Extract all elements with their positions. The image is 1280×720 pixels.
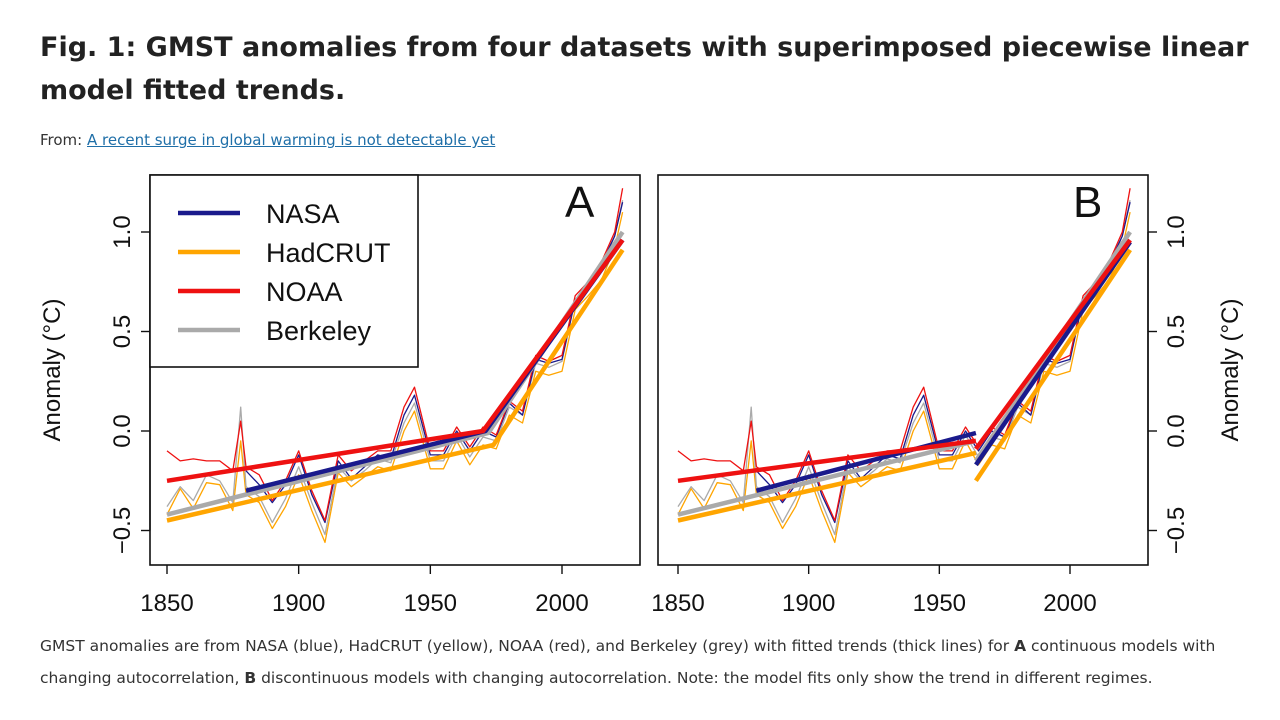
x-tick-label: 1850: [651, 590, 704, 617]
caption-text: discontinuous models with changing autoc…: [256, 669, 1153, 687]
trend-line-noaa: [166, 238, 625, 484]
trend-line-hadcrut: [166, 248, 625, 523]
figure-caption: GMST anomalies are from NASA (blue), Had…: [40, 630, 1240, 694]
y-tick-label: 0.0: [1163, 414, 1190, 447]
y-tick-label: 1.0: [1163, 215, 1190, 248]
y-axis-title: Anomaly (°C): [1217, 299, 1244, 442]
legend-label: NASA: [266, 199, 340, 229]
legend-label: NOAA: [266, 277, 343, 307]
caption-panel-a: A: [1014, 637, 1027, 655]
series-line-hadcrut: [677, 211, 1131, 544]
caption-text: continuous models with changing autocorr…: [40, 637, 1216, 687]
series-line-berkeley: [677, 200, 1131, 536]
caption-text: GMST anomalies are from NASA (blue), Had…: [40, 637, 1015, 655]
x-tick-label: 1900: [782, 590, 835, 617]
x-tick-label: 1850: [140, 590, 193, 617]
source-article-link[interactable]: A recent surge in global warming is not …: [87, 131, 496, 149]
panel-label: B: [1073, 178, 1102, 227]
x-tick-label: 2000: [535, 590, 588, 617]
y-tick-label: 0.5: [109, 315, 136, 348]
legend-item-noaa: NOAA: [178, 277, 343, 307]
trend-line-berkeley: [677, 438, 977, 517]
legend-label: HadCRUT: [266, 238, 391, 268]
y-axis-title: Anomaly (°C): [39, 299, 66, 442]
y-tick-label: −0.5: [109, 507, 136, 554]
panel-label: A: [565, 178, 595, 227]
x-tick-label: 2000: [1043, 590, 1096, 617]
trend-line-noaa: [974, 238, 1132, 451]
source-prefix: From:: [40, 131, 83, 149]
y-tick-label: 0.5: [1163, 315, 1190, 348]
x-tick-label: 1950: [913, 590, 966, 617]
y-tick-label: 0.0: [109, 414, 136, 447]
legend-item-hadcrut: HadCRUT: [178, 238, 391, 268]
figure-source: From: A recent surge in global warming i…: [40, 131, 495, 149]
trend-line-hadcrut: [677, 450, 977, 523]
y-tick-label: 1.0: [109, 215, 136, 248]
x-tick-label: 1950: [404, 590, 457, 617]
panel-b: B 1850 1900 1950 2000 −0.5 0.0 0.5 1.0 Anomaly (°…: [651, 174, 1244, 617]
trend-line-nasa: [755, 430, 977, 493]
legend-item-nasa: NASA: [178, 199, 340, 229]
legend-item-berkeley: Berkeley: [178, 316, 372, 346]
series-line-berkeley: [166, 200, 624, 536]
trend-line-hadcrut: [974, 248, 1132, 483]
trend-line-nasa: [974, 240, 1132, 467]
y-tick-label: −0.5: [1163, 507, 1190, 554]
legend-label: Berkeley: [266, 316, 372, 346]
trend-line-noaa: [677, 438, 977, 484]
legend-box: [149, 174, 419, 368]
legend: NASA HadCRUT NOAA Berkeley: [149, 174, 419, 368]
figure-title: Fig. 1: GMST anomalies from four dataset…: [40, 32, 1249, 106]
caption-panel-b: B: [244, 669, 257, 687]
panel-a: A 1850 1900 1950 2000 −0.5 0.0 0.5 1.0 Anomaly (°…: [39, 174, 641, 617]
x-tick-label: 1900: [272, 590, 325, 617]
